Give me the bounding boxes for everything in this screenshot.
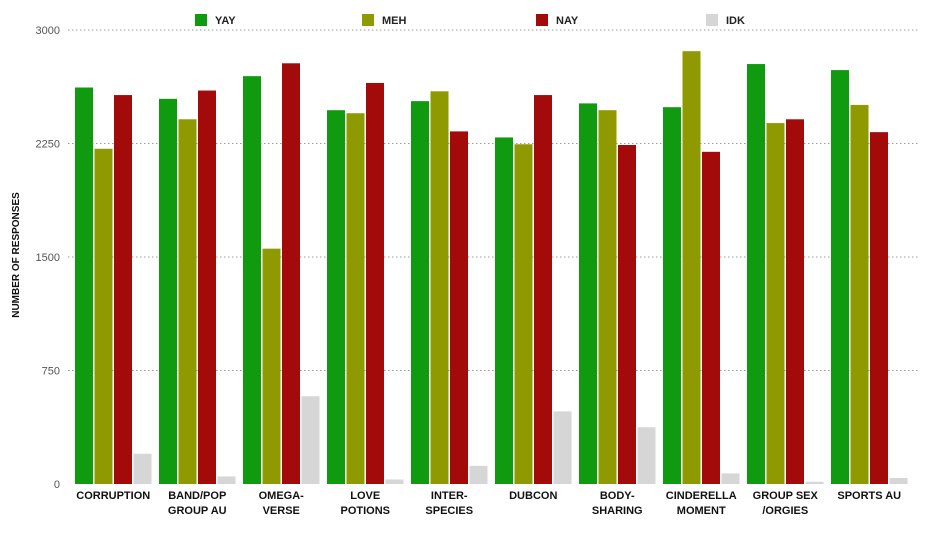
legend-label-idk: IDK: [726, 15, 745, 27]
bar-yay-2: [159, 98, 177, 485]
bar-idk-1: [133, 453, 152, 484]
bar-yay-3: [243, 76, 261, 484]
x-category-label: OMEGA-VERSE: [259, 490, 305, 517]
bar-meh-8: [682, 51, 701, 484]
legend: YAY MEH NAY IDK: [195, 14, 745, 27]
bar-nay-1: [114, 95, 132, 484]
y-axis-title: NUMBER OF RESPONSES: [11, 192, 22, 318]
bar-idk-7: [637, 427, 656, 484]
bar-meh-7: [598, 110, 617, 484]
x-category-label: INTER-SPECIES: [425, 490, 473, 517]
y-tick-label: 2250: [36, 139, 60, 151]
bar-idk-5: [469, 465, 488, 484]
bar-idk-3: [301, 396, 320, 484]
bar-nay-10: [870, 132, 888, 484]
bar-meh-10: [850, 104, 869, 484]
x-category-label: BAND/POP GROUP AU: [168, 490, 227, 517]
axis-labels: 0 750 1500 2250 3000 CORRUPTION BAND/POP GROUP …: [36, 25, 902, 517]
x-category-label: CINDERELLA MOMENT: [666, 490, 737, 517]
bar-nay-3: [282, 63, 300, 484]
x-category-label: DUBCON: [509, 490, 557, 502]
x-category-label: CORRUPTION: [76, 490, 150, 502]
legend-label-yay: YAY: [215, 15, 236, 27]
legend-swatch-meh: [362, 14, 374, 26]
legend-label-meh: MEH: [382, 15, 407, 27]
legend-swatch-idk: [706, 14, 718, 26]
y-tick-label: 0: [54, 479, 60, 491]
legend-swatch-nay: [536, 14, 548, 26]
bar-nay-8: [702, 151, 720, 484]
bar-nay-5: [450, 131, 468, 485]
bar-nay-7: [618, 145, 636, 484]
bar-meh-5: [430, 91, 449, 484]
bar-yay-8: [663, 107, 681, 485]
bar-meh-4: [346, 113, 365, 484]
bar-meh-3: [262, 248, 281, 484]
bar-yay-10: [831, 70, 849, 484]
bar-yay-6: [495, 137, 513, 485]
bar-idk-2: [217, 476, 236, 484]
bar-meh-6: [514, 144, 533, 485]
x-category-label: SPORTS AU: [837, 490, 901, 502]
y-tick-label: 750: [42, 366, 60, 378]
bar-meh-9: [766, 123, 785, 484]
bars: [75, 51, 908, 485]
bar-idk-10: [889, 477, 908, 484]
bar-idk-4: [385, 479, 404, 484]
bar-yay-9: [747, 64, 765, 485]
x-category-label: LOVE POTIONS: [340, 490, 390, 517]
bar-nay-9: [786, 119, 804, 484]
bar-yay-5: [411, 101, 429, 485]
bar-nay-6: [534, 95, 552, 484]
bar-idk-6: [553, 411, 572, 484]
bar-meh-2: [178, 119, 197, 484]
bar-nay-2: [198, 90, 216, 485]
x-category-label: GROUP SEX/ORGIES: [753, 490, 819, 517]
bar-idk-8: [721, 473, 740, 484]
bar-nay-4: [366, 82, 384, 484]
bar-yay-7: [579, 103, 597, 484]
legend-label-nay: NAY: [556, 15, 579, 27]
y-tick-label: 1500: [36, 252, 60, 264]
bar-meh-1: [94, 148, 113, 484]
bar-yay-1: [75, 87, 93, 485]
bar-yay-4: [327, 110, 345, 484]
bar-idk-9: [805, 481, 824, 484]
x-category-label: BODY-SHARING: [592, 490, 643, 517]
legend-swatch-yay: [195, 14, 207, 26]
y-tick-label: 3000: [36, 25, 60, 37]
